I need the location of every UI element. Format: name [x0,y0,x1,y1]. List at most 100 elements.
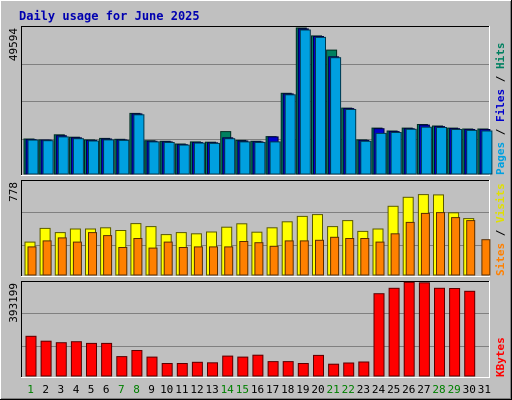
bar-visits-sites-day-12 [193,246,203,276]
bar-kbytes-kbytes-day-18 [282,361,294,377]
bar-kbytes-kbytes-day-23 [358,361,370,377]
legend-part: Sites [494,243,507,276]
bar-kbytes-kbytes-day-20 [313,354,324,377]
y-max-label-kbytes: 393199 [7,283,20,323]
x-tick-label: 6 [103,383,110,396]
legend-part: Hits [494,43,507,70]
bar-visits-sites-day-10 [163,241,173,276]
x-tick-label: 29 [448,383,461,396]
bar-kbytes-kbytes-day-15 [237,356,249,377]
bar-visits-sites-day-20 [315,239,324,276]
bar-hits-pages-day-16 [254,142,266,175]
bar-visits-sites-day-30 [466,220,476,276]
bar-visits-sites-day-15 [239,241,249,276]
bar-hits-pages-day-25 [390,132,402,175]
x-tick-label: 15 [236,383,249,396]
bar-kbytes-kbytes-day-6 [101,342,113,377]
x-tick-label: 30 [463,383,476,396]
x-tick-label: 5 [88,383,95,396]
bar-visits-sites-day-6 [103,235,113,276]
bar-visits-sites-day-18 [284,240,294,276]
legend-label-kbytes: KBytes [494,337,507,377]
bar-kbytes-kbytes-day-16 [252,354,264,377]
bar-visits-sites-day-7 [118,247,128,276]
bar-kbytes-kbytes-day-19 [297,363,309,377]
bar-kbytes-kbytes-day-17 [267,361,279,377]
legend-part: Files [494,89,507,122]
bar-hits-pages-day-11 [178,144,190,175]
bar-kbytes-kbytes-day-3 [55,342,67,377]
bar-visits-sites-day-28 [436,212,445,276]
x-axis-day-labels: 1 2 3 4 5 6 7 8 9 10 11 12 13 14 15 16 17 18 19 20 21 22 23 24 2… [27,383,491,396]
bar-visits-sites-day-13 [209,246,218,276]
bar-hits-pages-day-30 [466,129,478,175]
legend-part: KBytes [494,337,507,377]
x-tick-label: 23 [357,383,370,396]
bar-hits-pages-day-13 [209,142,220,175]
bar-visits-sites-day-17 [269,245,279,276]
x-tick-label: 9 [148,383,155,396]
bar-visits-sites-day-4 [72,241,82,276]
bar-visits-sites-day-23 [360,238,370,276]
bar-hits-pages-day-31 [481,130,493,175]
bar-visits-sites-day-16 [254,242,264,276]
bar-kbytes-kbytes-day-24 [373,293,385,377]
x-tick-label: 16 [251,383,264,396]
x-tick-label: 25 [387,383,400,396]
x-tick-label: 2 [42,383,49,396]
x-tick-label: 11 [175,383,188,396]
x-tick-label: 3 [57,383,64,396]
bar-hits-pages-day-2 [42,140,54,175]
legend-part: Pages [494,142,507,175]
bar-visits-sites-day-21 [330,236,340,276]
bar-visits-sites-day-24 [375,241,385,276]
bar-visits-sites-day-22 [345,238,355,276]
x-tick-label: 1 [27,383,34,396]
x-tick-label: 4 [73,383,80,396]
x-tick-label: 14 [221,383,235,396]
chart-title: Daily usage for June 2025 [19,9,200,23]
panel-kbytes: 393199 KBytes [7,281,507,378]
panel-hits: 49594 Pages / Files / Hits [7,26,507,176]
bar-hits-pages-day-28 [436,127,447,175]
bar-kbytes-kbytes-day-12 [191,361,203,377]
bar-hits-pages-day-27 [420,126,432,175]
x-tick-label: 10 [160,383,173,396]
bar-visits-sites-day-29 [451,217,461,276]
x-tick-label: 21 [326,383,339,396]
x-tick-label: 27 [417,383,430,396]
x-tick-label: 20 [311,383,324,396]
y-max-label-hits: 49594 [7,28,20,61]
bar-hits-pages-day-23 [360,140,372,175]
bar-kbytes-kbytes-day-13 [207,362,218,377]
bar-visits-sites-day-25 [390,233,400,276]
bar-hits-pages-day-1 [27,139,39,175]
bar-hits-pages-day-14 [224,138,236,175]
x-tick-label: 18 [281,383,294,396]
bar-hits-pages-day-6 [103,139,115,175]
bar-kbytes-kbytes-day-30 [464,290,476,377]
x-tick-label: 19 [296,383,309,396]
bar-kbytes-kbytes-day-25 [388,287,400,377]
bar-kbytes-kbytes-day-14 [222,355,234,377]
bar-hits-pages-day-17 [269,141,281,175]
bar-kbytes-kbytes-day-1 [25,335,37,377]
bar-hits-pages-day-12 [193,142,205,175]
legend-part: / [494,122,507,142]
legend-part: / [494,223,507,243]
bar-visits-sites-day-1 [27,246,37,276]
bar-kbytes-kbytes-day-8 [131,350,143,377]
x-tick-label: 7 [118,383,125,396]
bar-kbytes-kbytes-day-7 [116,356,128,377]
bar-hits-pages-day-15 [239,141,251,175]
bar-hits-pages-day-8 [133,114,145,175]
bar-kbytes-kbytes-day-22 [343,362,355,377]
bar-hits-pages-day-19 [299,29,311,175]
legend-part: / [494,69,507,89]
bar-kbytes-kbytes-day-10 [161,363,173,377]
bar-hits-pages-day-20 [315,36,326,175]
bar-visits-sites-day-2 [42,240,52,276]
bar-kbytes-kbytes-day-9 [146,356,158,377]
bar-hits-pages-day-18 [284,94,296,175]
bar-hits-pages-day-10 [163,142,175,175]
